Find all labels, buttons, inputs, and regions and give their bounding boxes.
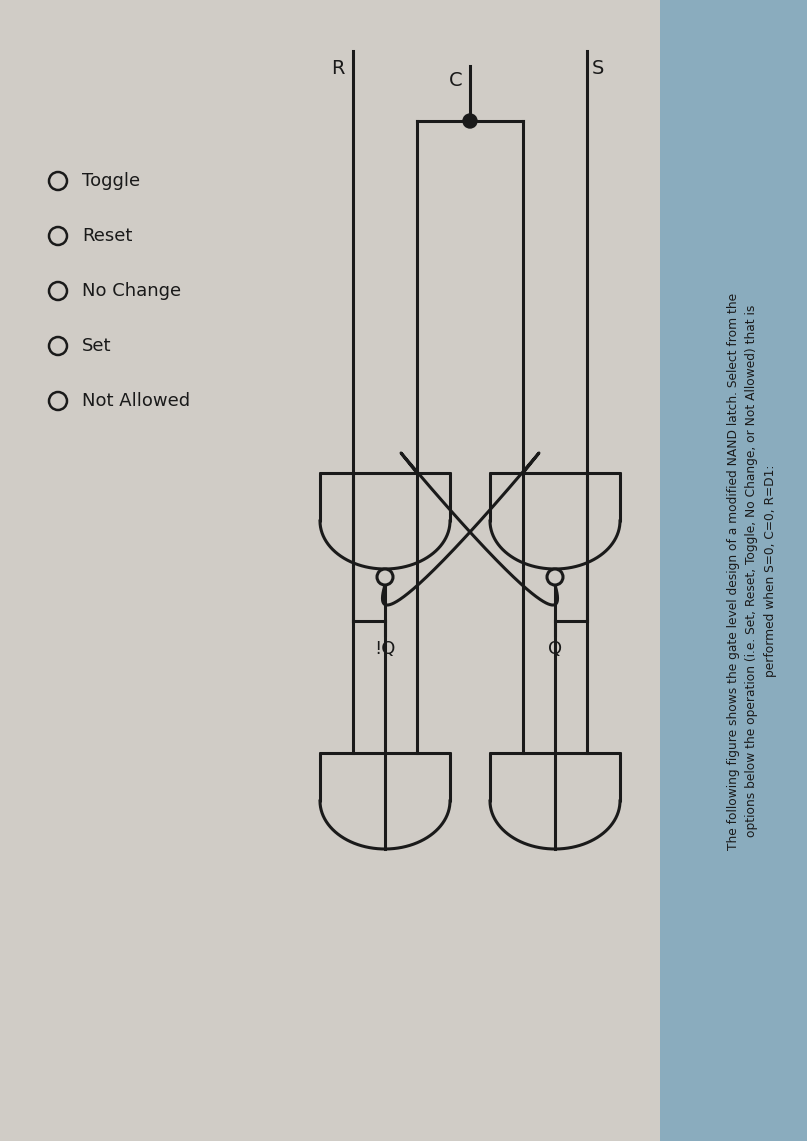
Text: C: C xyxy=(449,71,462,90)
Text: The following figure shows the gate level design of a modified NAND latch. Selec: The following figure shows the gate leve… xyxy=(727,292,777,850)
Circle shape xyxy=(463,114,477,128)
Circle shape xyxy=(547,569,563,585)
Text: No Change: No Change xyxy=(82,282,181,300)
Bar xyxy=(660,0,807,1141)
Text: Not Allowed: Not Allowed xyxy=(82,393,190,410)
Text: Q: Q xyxy=(548,640,562,658)
Text: Toggle: Toggle xyxy=(82,172,140,191)
Circle shape xyxy=(377,569,393,585)
Text: !Q: !Q xyxy=(374,640,395,658)
Text: R: R xyxy=(332,59,345,78)
Text: Reset: Reset xyxy=(82,227,132,245)
Text: Set: Set xyxy=(82,337,111,355)
Text: S: S xyxy=(592,59,604,78)
